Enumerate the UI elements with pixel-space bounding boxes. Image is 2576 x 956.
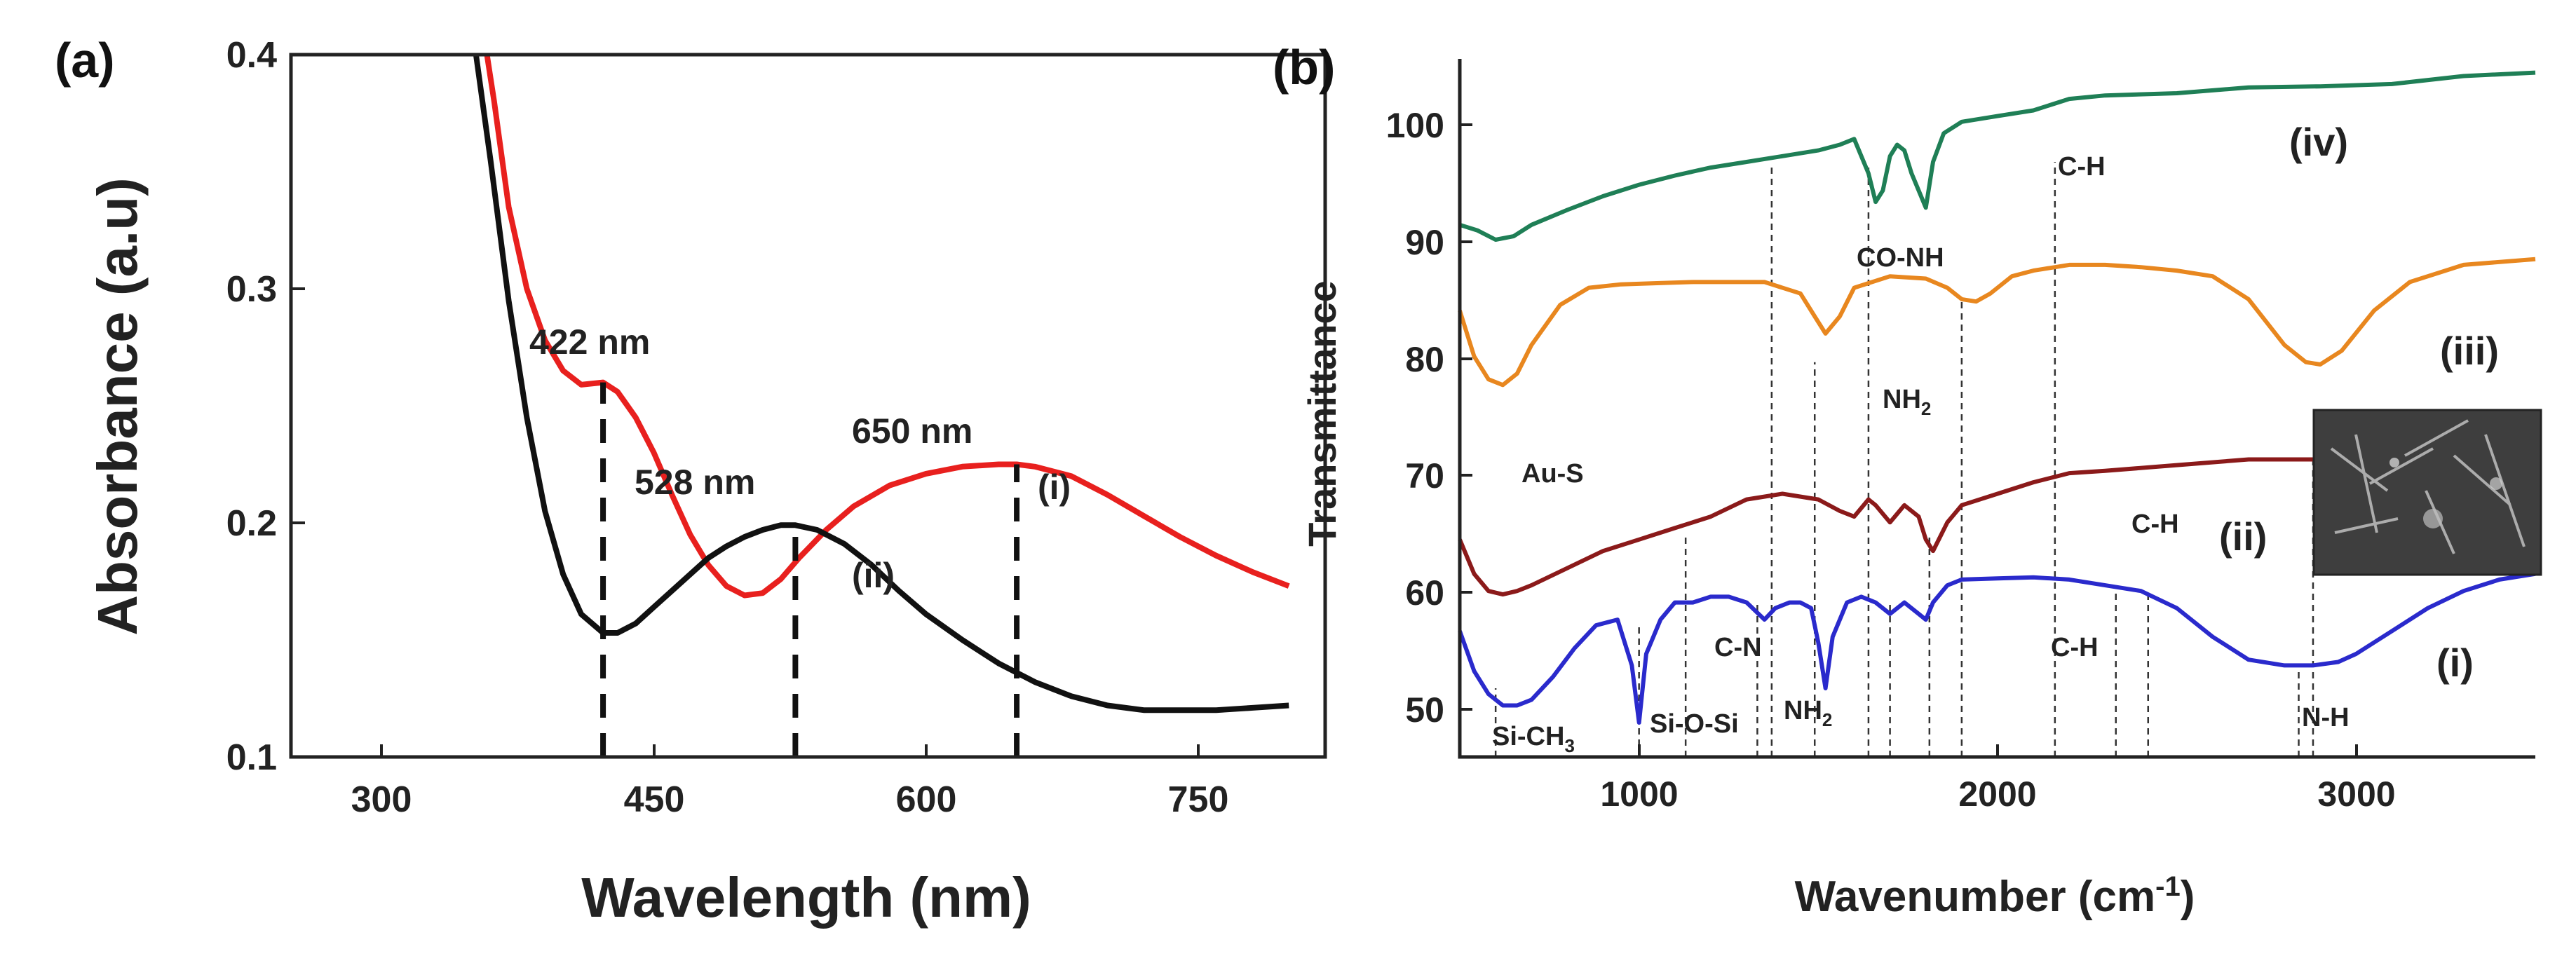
y-tick-label: 50 [1405, 690, 1444, 730]
annotation-ch-i: C-H [2051, 633, 2099, 662]
annotation-nh2-iii: NH2 [1883, 385, 1931, 419]
annotation-ch-iv: C-H [2058, 152, 2106, 182]
x-tick-label: 300 [351, 779, 412, 820]
annotation-422nm: 422 nm [529, 322, 650, 362]
annotation-c-n: C-N [1714, 633, 1762, 662]
panel-a-label: (a) [55, 33, 115, 88]
series-ii-line [1458, 453, 2428, 597]
y-tick-label: 70 [1405, 456, 1444, 496]
series-label-iii: (iii) [2440, 329, 2499, 373]
x-tick-label: 1000 [1600, 774, 1678, 814]
series-label-i: (i) [1038, 467, 1071, 507]
panel-a-y-axis-label: Absorbance (a.u) [86, 177, 149, 635]
series-label-iv: (iv) [2289, 120, 2348, 164]
panel-b: (b) 50 60 70 8 [1273, 40, 2542, 921]
x-tick-label: 3000 [2317, 774, 2395, 814]
annotation-si-o-si: Si-O-Si [1650, 709, 1739, 739]
series-ii-line [473, 54, 1289, 713]
panel-b-reference-lines [1494, 161, 2314, 757]
annotation-si-ch3: Si-CH3 [1492, 722, 1575, 756]
panel-b-y-axis-label: Transmittance [1300, 280, 1344, 547]
annotation-co-nh: CO-NH [1857, 243, 1944, 273]
panel-a-x-axis-label: Wavelength (nm) [581, 866, 1031, 929]
x-tick-label: 2000 [1958, 774, 2036, 814]
panel-a-series [473, 54, 1290, 713]
x-tick-label: 600 [896, 779, 957, 820]
y-tick-label: 0.4 [226, 35, 277, 76]
panel-a-markers [600, 382, 1020, 757]
y-tick-label: 80 [1405, 340, 1444, 379]
panel-a-x-ticks: 300 450 600 750 [351, 744, 1229, 820]
x-tick-label: 750 [1168, 779, 1229, 820]
series-label-i: (i) [2436, 641, 2474, 685]
annotation-n-h: N-H [2302, 703, 2350, 732]
panel-b-label: (b) [1273, 40, 1335, 95]
panel-b-axes [1458, 59, 2535, 759]
sem-inset-image [2312, 409, 2542, 576]
y-tick-label: 0.1 [226, 737, 277, 778]
panel-b-y-ticks: 50 60 70 80 90 100 [1386, 106, 1472, 730]
annotation-650nm: 650 nm [852, 411, 972, 451]
annotation-ch-ii: C-H [2131, 510, 2179, 539]
panel-a-y-ticks: 0.1 0.2 0.3 0.4 [226, 35, 305, 778]
y-tick-label: 0.2 [226, 503, 277, 544]
y-tick-label: 0.3 [226, 269, 277, 310]
y-tick-label: 60 [1405, 573, 1444, 613]
y-tick-label: 90 [1405, 223, 1444, 262]
annotation-au-s: Au-S [1521, 459, 1584, 489]
series-iii-line [1458, 257, 2536, 388]
panel-b-x-axis-label: Wavenumber (cm-1) [1795, 871, 2195, 921]
panel-b-series [1458, 70, 2536, 725]
annotation-nh2-i: NH2 [1784, 696, 1832, 730]
series-label-ii: (ii) [2219, 514, 2267, 559]
series-label-ii: (ii) [852, 556, 895, 595]
y-tick-label: 100 [1386, 106, 1444, 145]
panel-a: (a) 0.1 0.2 0.3 0.4 300 [55, 33, 1327, 929]
x-tick-label: 450 [624, 779, 685, 820]
panel-a-axes-frame [289, 53, 1327, 759]
series-iv-line [1459, 70, 2536, 242]
annotation-528nm: 528 nm [635, 463, 755, 502]
series-i-line [1458, 571, 2536, 725]
series-i-line [484, 54, 1290, 599]
panel-b-x-ticks: 1000 2000 3000 [1600, 744, 2396, 814]
